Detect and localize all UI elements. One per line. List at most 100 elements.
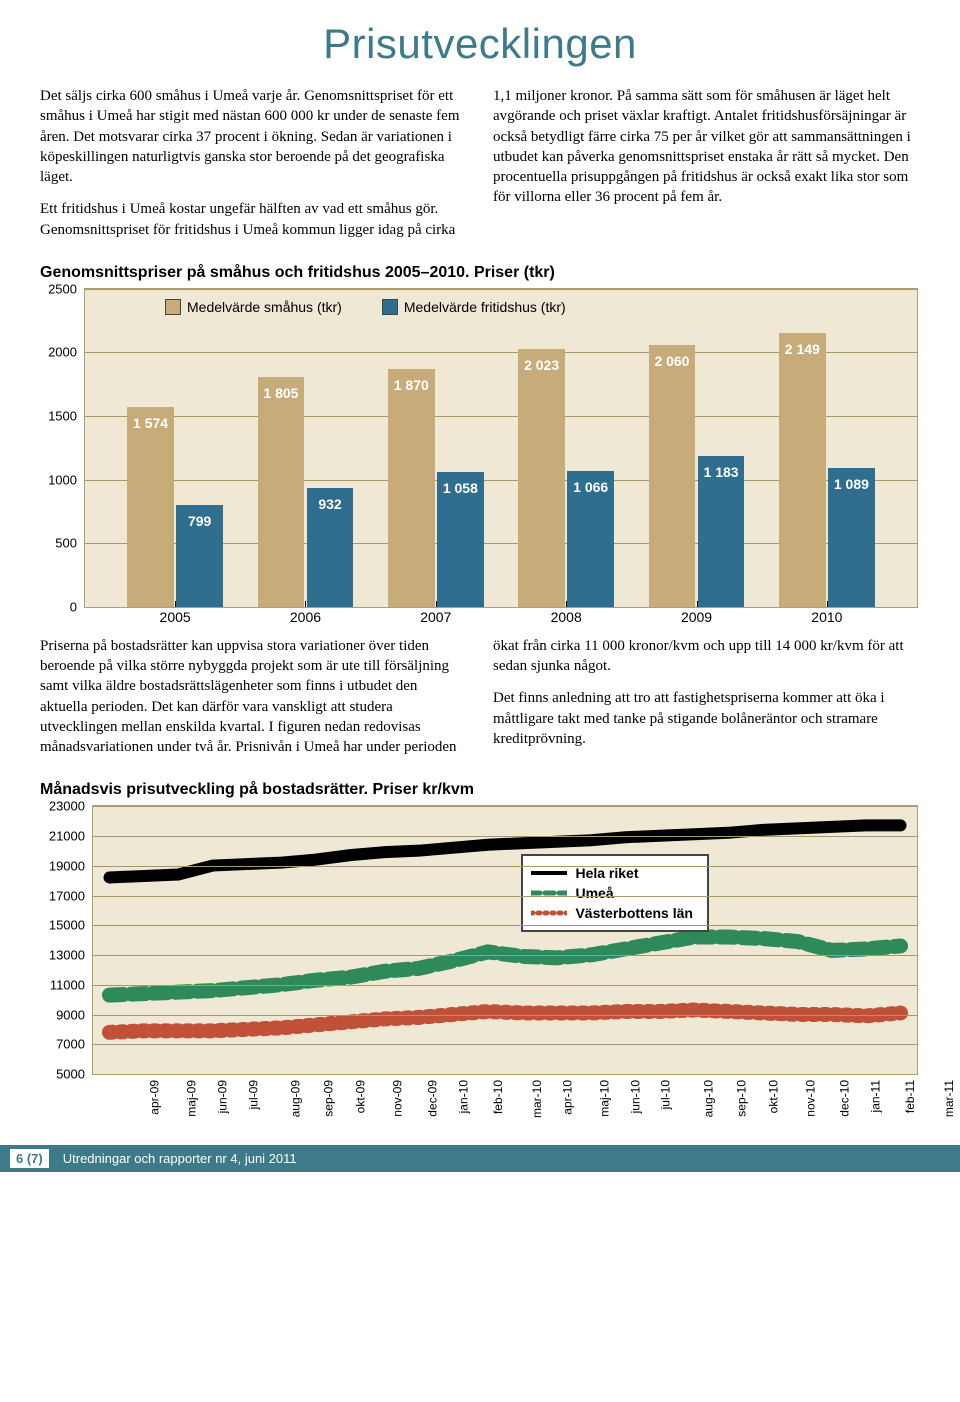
bar-chart-legend-item: Medelvärde fritidshus (tkr) bbox=[382, 299, 566, 315]
legend-label: Västerbottens län bbox=[575, 905, 692, 921]
bar-chart: 05001000150020002500 1 5747991 8059321 8… bbox=[84, 288, 918, 608]
line-chart-gridline bbox=[93, 1044, 917, 1045]
line-chart-x-label: dec-09 bbox=[425, 1080, 439, 1117]
line-chart-x-label: maj-09 bbox=[185, 1080, 199, 1117]
legend-label: Medelvärde småhus (tkr) bbox=[187, 299, 342, 315]
bar-chart-x-label: 2005 bbox=[160, 609, 191, 625]
bar-chart-bar: 1 066 bbox=[567, 471, 614, 607]
line-chart-x-label: sep-10 bbox=[735, 1080, 749, 1117]
bar-chart-bar-label: 2 149 bbox=[779, 341, 826, 357]
line-chart-gridline bbox=[93, 806, 917, 807]
bar-chart-y-tick: 2000 bbox=[37, 345, 77, 360]
line-chart-y-tick: 11000 bbox=[37, 977, 85, 992]
bar-chart-legend: Medelvärde småhus (tkr) Medelvärde fritid… bbox=[165, 299, 566, 315]
line-chart-x-label: okt-09 bbox=[353, 1080, 367, 1113]
bar-chart-legend-item: Medelvärde småhus (tkr) bbox=[165, 299, 342, 315]
line-chart-y-axis: 5000700090001100013000150001700019000210… bbox=[43, 806, 91, 1074]
bar-chart-bar-label: 1 058 bbox=[437, 480, 484, 496]
line-chart-series bbox=[109, 937, 900, 995]
bar-chart-x-label: 2010 bbox=[811, 609, 842, 625]
legend-label: Umeå bbox=[575, 885, 613, 901]
page-footer: 6 (7) Utredningar och rapporter nr 4, ju… bbox=[0, 1145, 960, 1172]
line-chart-x-label: maj-10 bbox=[597, 1080, 611, 1117]
bar-chart-bar: 2 023 bbox=[518, 349, 565, 606]
line-chart-x-label: feb-11 bbox=[903, 1080, 917, 1113]
bar-chart-bar-label: 1 089 bbox=[828, 476, 875, 492]
bar-chart-bar-label: 1 183 bbox=[698, 464, 745, 480]
bar-chart-bar: 799 bbox=[176, 505, 223, 607]
line-chart-x-label: jul-09 bbox=[246, 1080, 260, 1109]
mid-para-2: Det finns anledning att tro att fastighe… bbox=[493, 688, 920, 749]
line-chart-x-label: mar-10 bbox=[530, 1080, 544, 1118]
line-chart-x-label: aug-09 bbox=[288, 1080, 302, 1117]
intro-text: Det säljs cirka 600 småhus i Umeå varje … bbox=[40, 86, 920, 240]
line-chart-y-tick: 13000 bbox=[37, 948, 85, 963]
bar-chart-bar-label: 1 870 bbox=[388, 377, 435, 393]
legend-swatch bbox=[382, 299, 398, 315]
line-chart-y-tick: 15000 bbox=[37, 918, 85, 933]
bar-chart-bar-label: 2 023 bbox=[518, 357, 565, 373]
line-chart-x-label: nov-10 bbox=[804, 1080, 818, 1117]
bar-chart-bar: 1 089 bbox=[828, 468, 875, 607]
bar-chart-y-tick: 1500 bbox=[37, 408, 77, 423]
line-chart-x-label: okt-10 bbox=[766, 1080, 780, 1113]
bar-chart-y-axis: 05001000150020002500 bbox=[43, 289, 83, 607]
line-chart-x-axis: apr-09maj-09jun-09jul-09aug-09sep-09okt-… bbox=[93, 1076, 917, 1122]
line-chart-gridline bbox=[93, 866, 917, 867]
bar-chart-y-tick: 2500 bbox=[37, 281, 77, 296]
line-chart-gridline bbox=[93, 1015, 917, 1016]
bar-chart-bar: 1 574 bbox=[127, 407, 174, 607]
legend-line-sample bbox=[531, 904, 567, 922]
line-chart-gridline bbox=[93, 896, 917, 897]
legend-label: Medelvärde fritidshus (tkr) bbox=[404, 299, 566, 315]
line-chart-y-tick: 9000 bbox=[37, 1007, 85, 1022]
line-chart-y-tick: 21000 bbox=[37, 829, 85, 844]
line-chart-series bbox=[109, 1010, 900, 1032]
bar-chart-gridline bbox=[85, 289, 917, 290]
bar-chart-bar: 1 870 bbox=[388, 369, 435, 607]
line-chart-plot bbox=[93, 806, 917, 1074]
line-chart: 5000700090001100013000150001700019000210… bbox=[92, 805, 918, 1075]
line-chart-x-label: dec-10 bbox=[838, 1080, 852, 1117]
bar-chart-x-axis: 2005 2006 2007 2008 2009 2010 bbox=[85, 609, 917, 629]
line-chart-series bbox=[109, 826, 900, 878]
bar-chart-bar-label: 2 060 bbox=[649, 353, 696, 369]
line-chart-y-tick: 19000 bbox=[37, 858, 85, 873]
line-chart-gridline bbox=[93, 836, 917, 837]
line-chart-y-tick: 7000 bbox=[37, 1037, 85, 1052]
bar-chart-bar-label: 799 bbox=[176, 513, 223, 529]
bar-chart-title: Genomsnittspriser på småhus och fritidsh… bbox=[40, 264, 920, 282]
bar-chart-bar: 1 805 bbox=[258, 377, 305, 607]
line-chart-legend-item: Västerbottens län bbox=[531, 904, 692, 922]
bar-chart-bar: 2 149 bbox=[779, 333, 826, 606]
line-chart-x-label: jan-11 bbox=[868, 1080, 882, 1112]
bar-chart-x-label: 2009 bbox=[681, 609, 712, 625]
legend-line-sample bbox=[531, 884, 567, 902]
bar-chart-bar-label: 1 574 bbox=[127, 415, 174, 431]
line-chart-x-label: sep-09 bbox=[322, 1080, 336, 1117]
bar-chart-bar: 1 058 bbox=[437, 472, 484, 607]
bar-chart-bar-label: 1 805 bbox=[258, 385, 305, 401]
line-chart-x-label: apr-10 bbox=[561, 1080, 575, 1115]
bar-chart-plot: 1 574 799 1 805 932 1 870 1 058 2 023 1 066 2 06… bbox=[85, 289, 917, 607]
line-chart-x-label: feb-10 bbox=[491, 1080, 505, 1114]
line-chart-gridline bbox=[93, 985, 917, 986]
footer-text: Utredningar och rapporter nr 4, juni 201… bbox=[63, 1151, 297, 1166]
legend-swatch bbox=[165, 299, 181, 315]
line-chart-x-label: apr-09 bbox=[148, 1080, 162, 1115]
legend-label: Hela riket bbox=[575, 865, 638, 881]
legend-line-sample bbox=[531, 864, 567, 882]
mid-text: Priserna på bostadsrätter kan uppvisa st… bbox=[40, 636, 920, 758]
line-chart-gridline bbox=[93, 925, 917, 926]
bar-chart-bar: 2 060 bbox=[649, 345, 696, 607]
line-chart-x-label: jul-10 bbox=[659, 1080, 673, 1109]
line-chart-gridline bbox=[93, 955, 917, 956]
bar-chart-x-label: 2007 bbox=[420, 609, 451, 625]
bar-chart-y-tick: 1000 bbox=[37, 472, 77, 487]
bar-chart-x-label: 2006 bbox=[290, 609, 321, 625]
bar-chart-bar-label: 932 bbox=[307, 496, 354, 512]
bar-chart-x-label: 2008 bbox=[551, 609, 582, 625]
page-title: Prisutvecklingen bbox=[40, 20, 920, 68]
line-chart-x-label: nov-09 bbox=[391, 1080, 405, 1117]
line-chart-legend-item: Umeå bbox=[531, 884, 692, 902]
